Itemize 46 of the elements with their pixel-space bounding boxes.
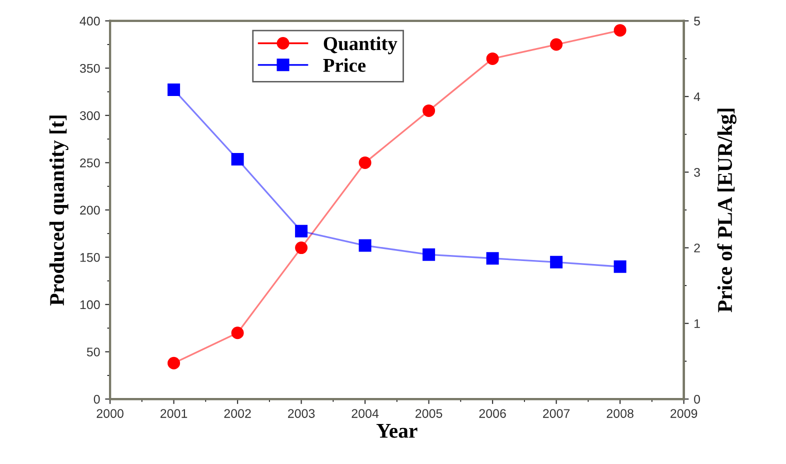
y-tick-label: 150 — [80, 253, 100, 262]
y-tick-label: 200 — [80, 206, 100, 215]
point — [614, 24, 626, 37]
point — [358, 156, 372, 169]
point — [422, 248, 436, 261]
x-tick-label: 2008 — [606, 409, 634, 418]
x-tick-label: 2003 — [288, 409, 315, 418]
y2-axis-title: Price of PLA [EUR/kg] — [717, 108, 736, 312]
y-tick-label: 400 — [80, 16, 100, 26]
y-tick-label: 300 — [80, 111, 100, 120]
point — [550, 38, 563, 51]
y-tick-label: 250 — [80, 158, 100, 168]
y-tick-label: 350 — [80, 64, 100, 73]
y-tick-label: 50 — [86, 348, 100, 356]
point — [550, 256, 563, 268]
x-axis-title: Year — [376, 424, 418, 438]
x-tick-label: 2002 — [224, 409, 251, 418]
point — [486, 52, 499, 65]
x-tick-label: 2005 — [416, 409, 442, 418]
point — [295, 242, 308, 254]
point — [422, 104, 436, 117]
point — [231, 153, 244, 166]
y2-tick-label: 1 — [694, 319, 700, 328]
x-tick-label: 2006 — [479, 409, 506, 418]
x-tick-label: 2001 — [160, 409, 188, 418]
x-tick-label: 2004 — [352, 409, 379, 418]
y-tick-label: 100 — [80, 300, 100, 310]
y-axis-title: Produced quantity [t] — [49, 116, 68, 306]
y2-tick-label: 4 — [694, 92, 700, 102]
x-tick-label: 2009 — [670, 409, 698, 418]
y2-tick-label: 0 — [694, 394, 700, 404]
point — [358, 239, 372, 252]
point — [295, 224, 308, 238]
point — [614, 260, 626, 273]
point — [486, 252, 499, 265]
y2-tick-label: 5 — [694, 16, 700, 26]
point — [168, 356, 180, 370]
legend-label: Price — [323, 58, 366, 72]
y2-tick-label: 3 — [694, 168, 700, 177]
y2-tick-label: 2 — [694, 244, 700, 252]
x-tick-label: 2007 — [543, 409, 570, 418]
x-tick-label: 2000 — [96, 409, 124, 418]
point — [231, 326, 244, 340]
y-tick-label: 0 — [94, 394, 100, 404]
point — [168, 83, 180, 96]
legend-label: Quantity — [324, 36, 398, 54]
